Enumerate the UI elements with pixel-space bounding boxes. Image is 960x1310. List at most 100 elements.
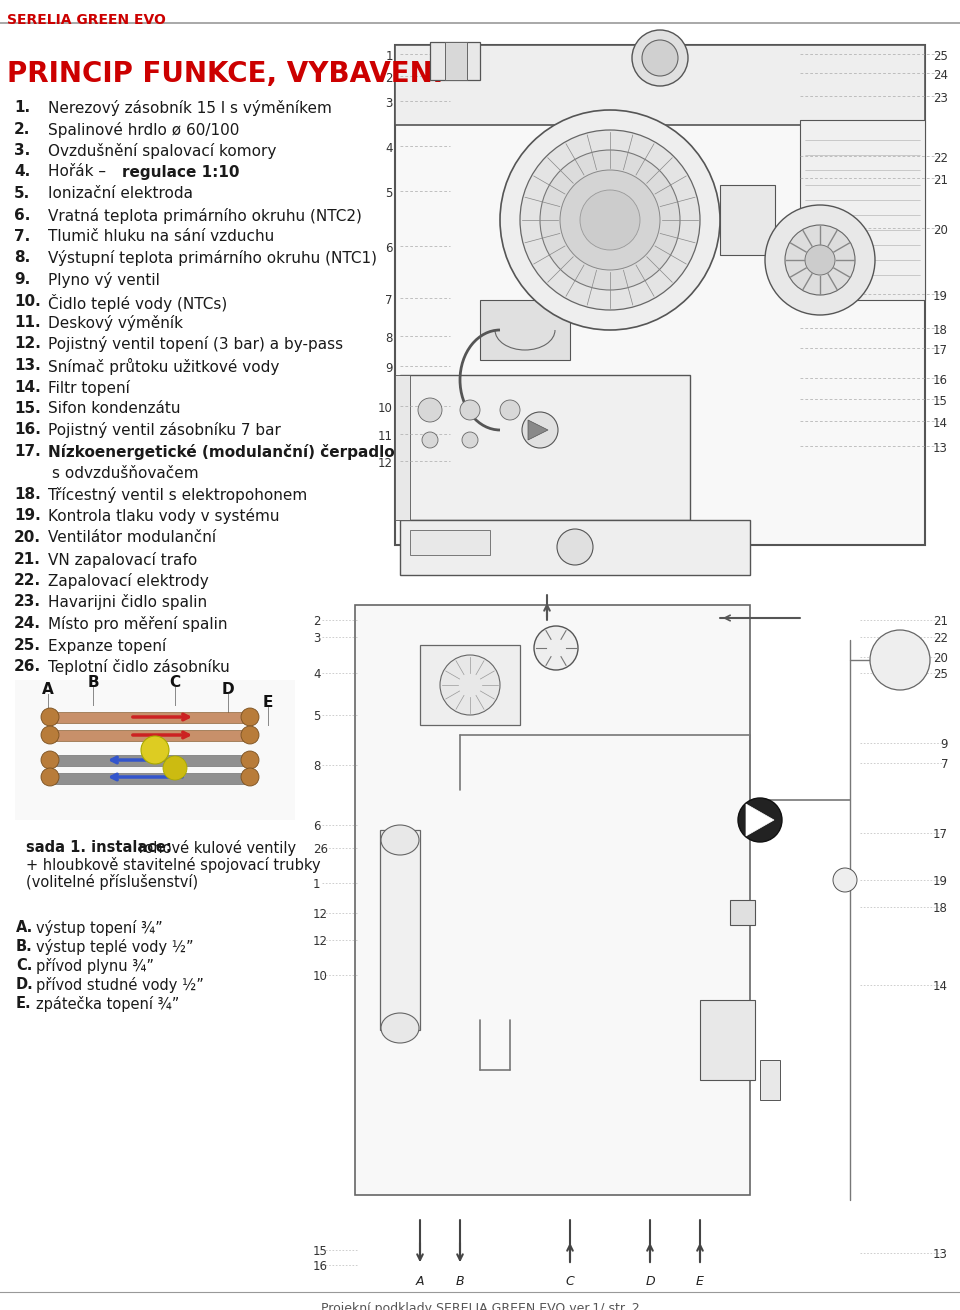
Text: Tlumič hluku na sání vzduchu: Tlumič hluku na sání vzduchu	[48, 229, 275, 244]
Circle shape	[540, 151, 680, 290]
Text: Snímač průtoku užitkové vody: Snímač průtoku užitkové vody	[48, 358, 279, 375]
Bar	[720, 185, 775, 255]
Text: výstup teplé vody ½”: výstup teplé vody ½”	[36, 939, 194, 955]
Text: přívod studné vody ½”: přívod studné vody ½”	[36, 977, 204, 993]
Text: 21: 21	[933, 614, 948, 627]
Text: 24.: 24.	[14, 616, 41, 631]
Ellipse shape	[381, 825, 419, 855]
Text: B.: B.	[16, 939, 33, 954]
Bar	[400, 375, 690, 520]
Text: 15.: 15.	[14, 401, 40, 417]
Bar	[430, 42, 480, 80]
Text: 18: 18	[933, 903, 948, 914]
Text: 11.: 11.	[14, 314, 40, 330]
Circle shape	[785, 225, 855, 295]
Text: 12.: 12.	[14, 337, 41, 351]
Circle shape	[462, 432, 478, 448]
Bar	[800, 121, 925, 300]
Text: 14: 14	[933, 417, 948, 430]
Text: 13.: 13.	[14, 358, 40, 373]
Circle shape	[41, 768, 59, 786]
Text: 3.: 3.	[14, 143, 31, 159]
Text: 15: 15	[313, 1244, 328, 1258]
Text: 9: 9	[941, 738, 948, 751]
Text: Zapalovací elektrody: Zapalovací elektrody	[48, 572, 208, 590]
Circle shape	[534, 626, 578, 669]
Circle shape	[560, 170, 660, 270]
Text: 5.: 5.	[14, 186, 31, 200]
Text: 8: 8	[386, 331, 393, 345]
Text: Místo pro měření spalin: Místo pro měření spalin	[48, 616, 228, 631]
Text: rohové kulové ventily: rohové kulové ventily	[134, 840, 296, 855]
Text: 23.: 23.	[14, 595, 41, 609]
Text: D: D	[222, 683, 234, 697]
Text: 16: 16	[313, 1260, 328, 1273]
Bar	[730, 900, 755, 925]
Circle shape	[41, 751, 59, 769]
Text: 25.: 25.	[14, 638, 41, 652]
Bar	[355, 605, 750, 1195]
Circle shape	[738, 798, 782, 842]
Text: Expanze topení: Expanze topení	[48, 638, 166, 654]
Text: 10: 10	[378, 402, 393, 415]
Text: 4: 4	[386, 141, 393, 155]
Text: 16: 16	[933, 373, 948, 386]
Text: D: D	[645, 1275, 655, 1288]
Text: 22: 22	[933, 152, 948, 165]
Text: 5: 5	[386, 187, 393, 200]
Text: 20.: 20.	[14, 531, 41, 545]
Text: 21: 21	[933, 174, 948, 187]
Text: D.: D.	[16, 977, 34, 992]
Text: Nízkoenergetické (modulanční) čerpadlo: Nízkoenergetické (modulanční) čerpadlo	[48, 444, 395, 460]
Text: 10.: 10.	[14, 293, 40, 308]
Circle shape	[163, 756, 187, 779]
Circle shape	[870, 630, 930, 690]
Text: Projekní podklady SERELIA GREEN EVO ver.1/ str. 2: Projekní podklady SERELIA GREEN EVO ver.…	[321, 1302, 639, 1310]
Circle shape	[422, 432, 438, 448]
Circle shape	[833, 869, 857, 892]
Text: Hořák –: Hořák –	[48, 165, 110, 179]
Text: 10: 10	[313, 969, 328, 982]
Text: Pojistný ventil topení (3 bar) a by-pass: Pojistný ventil topení (3 bar) a by-pass	[48, 337, 343, 352]
Text: 4.: 4.	[14, 165, 31, 179]
Text: 26.: 26.	[14, 659, 41, 675]
Circle shape	[632, 30, 688, 86]
Bar	[700, 1000, 755, 1079]
Text: 7: 7	[941, 758, 948, 772]
Circle shape	[241, 768, 259, 786]
Text: 21.: 21.	[14, 552, 41, 566]
Circle shape	[41, 707, 59, 726]
Text: přívod plynu ¾”: přívod plynu ¾”	[36, 958, 154, 975]
Text: 12: 12	[313, 935, 328, 948]
Text: Havarijni čidlo spalin: Havarijni čidlo spalin	[48, 595, 207, 610]
Text: 13: 13	[933, 1248, 948, 1262]
Text: 2: 2	[313, 614, 321, 627]
Circle shape	[440, 655, 500, 715]
Text: Pojistný ventil zásobníku 7 bar: Pojistný ventil zásobníku 7 bar	[48, 423, 281, 439]
Text: Vratná teplota primárního okruhu (NTC2): Vratná teplota primárního okruhu (NTC2)	[48, 207, 362, 224]
Circle shape	[765, 204, 875, 314]
Bar	[395, 45, 925, 124]
Circle shape	[241, 751, 259, 769]
Text: C: C	[169, 675, 180, 690]
Polygon shape	[528, 421, 548, 440]
Text: 24: 24	[933, 69, 948, 83]
Circle shape	[580, 190, 640, 250]
Text: Plyno vý ventil: Plyno vý ventil	[48, 272, 160, 288]
Bar	[410, 531, 490, 555]
Circle shape	[241, 726, 259, 744]
Text: 2: 2	[386, 72, 393, 85]
Text: 1: 1	[313, 878, 321, 891]
Text: 3: 3	[313, 631, 321, 645]
Text: 25: 25	[933, 668, 948, 681]
Text: 20: 20	[933, 652, 948, 665]
Text: 2.: 2.	[14, 122, 31, 136]
Bar	[400, 520, 750, 575]
Circle shape	[241, 707, 259, 726]
Text: A: A	[416, 1275, 424, 1288]
Text: Výstupní teplota primárního okruhu (NTC1): Výstupní teplota primárního okruhu (NTC1…	[48, 250, 377, 266]
Bar	[50, 755, 250, 766]
Text: Kontrola tlaku vody v systému: Kontrola tlaku vody v systému	[48, 508, 279, 524]
Text: 15: 15	[933, 396, 948, 407]
Text: 19.: 19.	[14, 508, 40, 524]
